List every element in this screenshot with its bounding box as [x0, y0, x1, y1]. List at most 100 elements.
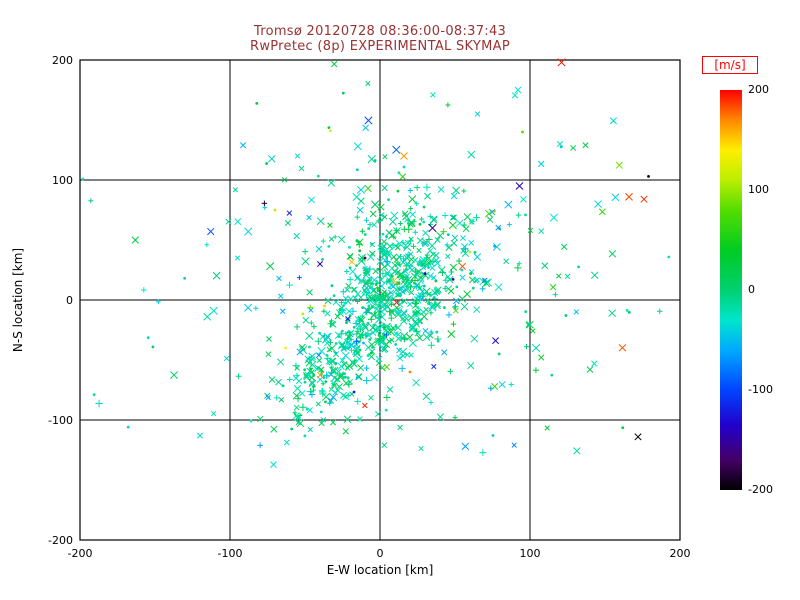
scatter-point	[479, 449, 487, 457]
scatter-point	[367, 154, 376, 164]
scatter-point	[482, 277, 488, 284]
scatter-point	[611, 193, 620, 202]
scatter-point	[429, 264, 436, 271]
scatter-point	[376, 310, 383, 316]
scatter-point	[332, 234, 338, 240]
y-tick-label: 0	[66, 294, 73, 307]
scatter-point	[303, 434, 307, 438]
scatter-point	[412, 267, 420, 275]
scatter-point	[388, 314, 395, 322]
scatter-point	[366, 265, 374, 273]
scatter-point	[383, 332, 390, 338]
scatter-point	[339, 357, 346, 364]
scatter-point	[474, 277, 480, 283]
y-tick-label: -200	[48, 534, 73, 547]
scatter-point	[329, 419, 337, 426]
scatter-point	[388, 231, 397, 240]
scatter-point	[657, 308, 663, 314]
scatter-point	[383, 363, 390, 371]
scatter-point	[270, 461, 277, 469]
scatter-point	[283, 439, 290, 446]
scatter-point	[383, 268, 392, 277]
scatter-point	[362, 376, 371, 385]
scatter-point	[340, 329, 344, 333]
scatter-point	[422, 333, 431, 342]
scatter-point	[445, 253, 451, 259]
scatter-point	[327, 400, 333, 407]
scatter-point	[468, 218, 476, 225]
scatter-point	[355, 376, 359, 379]
scatter-point	[432, 252, 440, 259]
scatter-point	[397, 281, 401, 285]
scatter-point	[550, 373, 554, 377]
scatter-point	[398, 364, 406, 372]
scatter-point	[426, 272, 435, 280]
scatter-point	[524, 213, 527, 217]
scatter-point	[294, 365, 300, 371]
scatter-point	[450, 214, 457, 221]
scatter-point	[450, 192, 458, 200]
scatter-point	[346, 334, 353, 341]
scatter-point	[394, 244, 401, 251]
scatter-point	[430, 92, 436, 98]
scatter-point	[277, 358, 285, 366]
scatter-point	[401, 310, 408, 317]
scatter-point	[609, 117, 617, 125]
scatter-point	[366, 307, 370, 311]
scatter-point	[403, 242, 412, 252]
scatter-point	[428, 329, 434, 335]
scatter-point	[302, 248, 309, 255]
scatter-point	[353, 330, 360, 338]
scatter-point	[560, 243, 568, 250]
scatter-point	[627, 310, 631, 314]
scatter-point	[451, 277, 455, 281]
scatter-point	[582, 142, 589, 149]
scatter-point	[395, 239, 404, 248]
scatter-point	[594, 200, 602, 208]
scatter-point	[366, 253, 375, 261]
scatter-point	[232, 187, 238, 193]
scatter-point	[361, 323, 370, 332]
scatter-point	[203, 312, 212, 321]
scatter-point	[473, 214, 481, 222]
scatter-point	[591, 360, 598, 367]
scatter-point	[515, 212, 522, 218]
scatter-point	[95, 399, 103, 408]
scatter-point	[385, 235, 388, 239]
scatter-point	[319, 410, 323, 414]
scatter-point	[279, 308, 286, 315]
colorbar-tick-label: -200	[748, 483, 773, 496]
scatter-point	[390, 211, 399, 220]
scatter-point	[364, 307, 373, 315]
scatter-point	[338, 341, 346, 350]
scatter-point	[427, 259, 435, 267]
scatter-point	[461, 243, 469, 251]
scatter-point	[394, 343, 398, 346]
scatter-point	[384, 408, 388, 412]
scatter-point	[402, 165, 406, 169]
scatter-point	[523, 343, 530, 350]
scatter-point	[557, 58, 566, 67]
scatter-point	[348, 245, 351, 249]
scatter-point	[400, 317, 408, 325]
scatter-point	[368, 394, 374, 401]
scatter-point	[442, 285, 448, 291]
x-axis-label: E-W location [km]	[327, 563, 434, 577]
x-tick-label: 0	[377, 547, 384, 560]
scatter-point	[345, 321, 348, 324]
scatter-point	[371, 221, 378, 228]
scatter-point	[408, 323, 417, 332]
scatter-point	[209, 306, 218, 315]
scatter-point	[374, 315, 383, 324]
scatter-point	[337, 335, 341, 338]
scatter-point	[515, 182, 524, 190]
scatter-point	[363, 233, 367, 236]
scatter-point	[334, 342, 338, 345]
scatter-point	[140, 287, 147, 293]
scatter-point	[318, 420, 325, 427]
scatter-point	[436, 413, 445, 421]
scatter-point	[473, 250, 477, 254]
scatter-point	[308, 307, 314, 313]
scatter-point	[306, 367, 314, 375]
scatter-point	[427, 341, 435, 349]
